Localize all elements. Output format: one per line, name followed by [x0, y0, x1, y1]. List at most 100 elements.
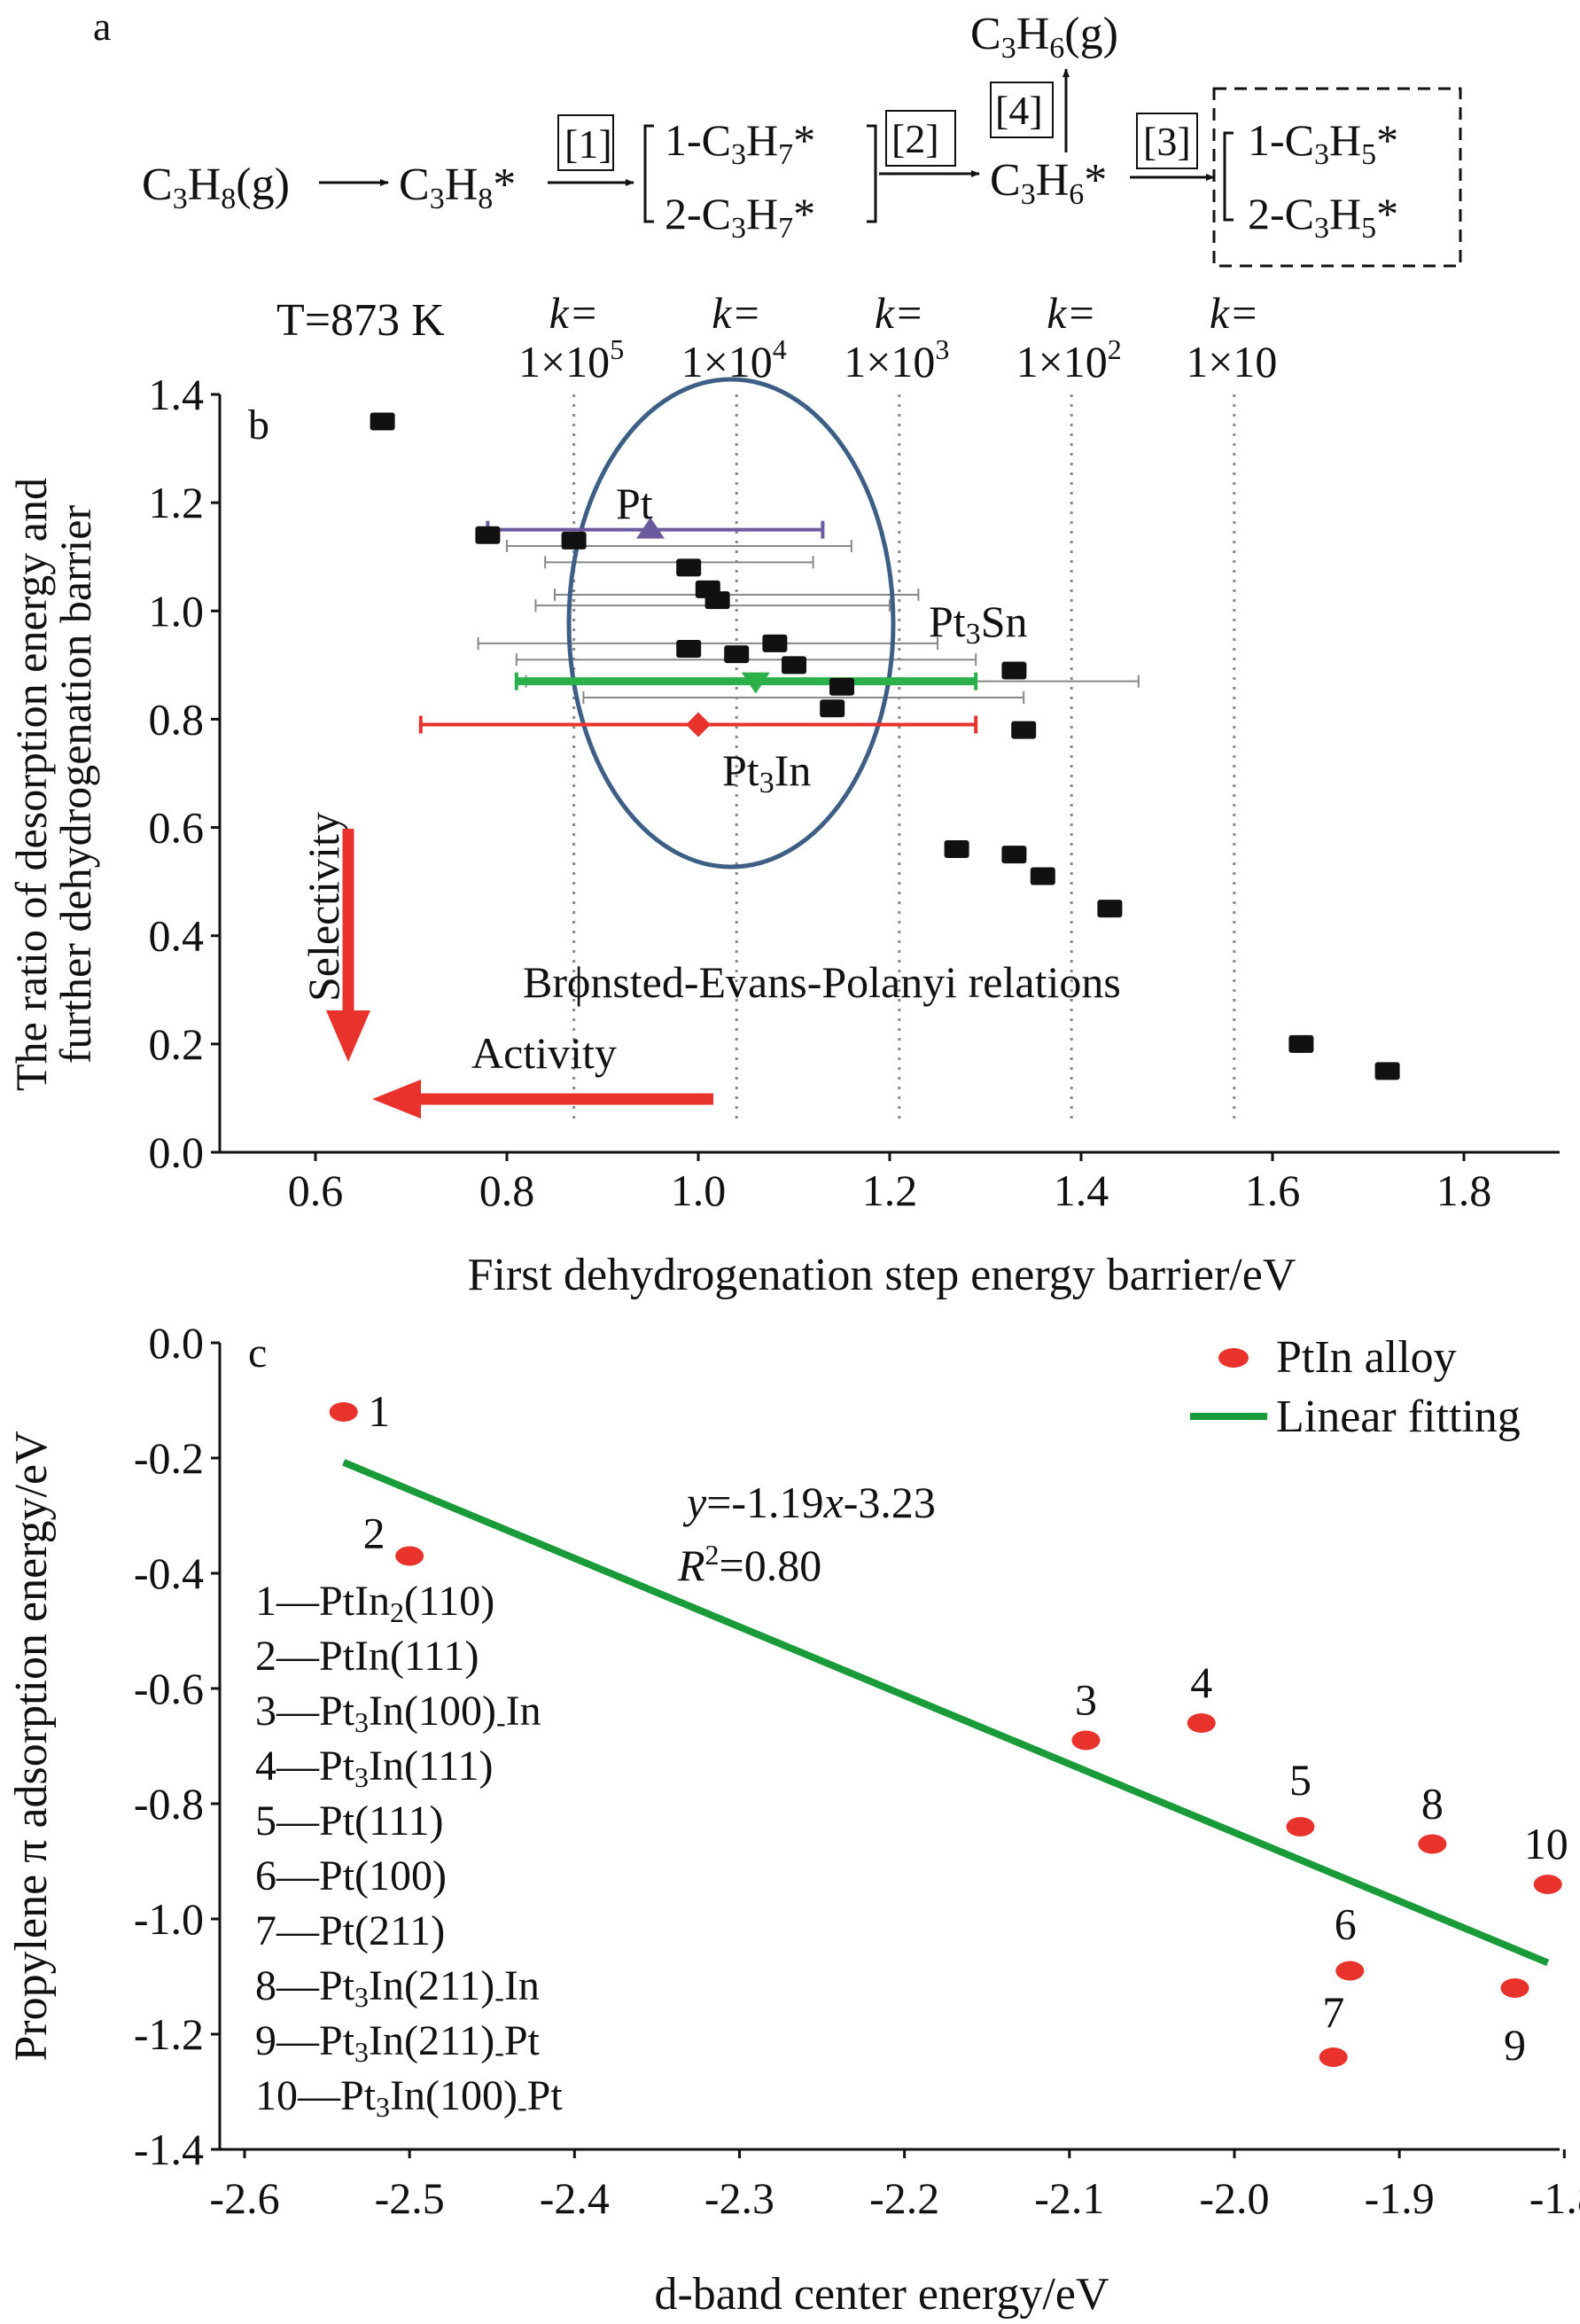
rate-value-label: 1×10 [1186, 337, 1277, 386]
y-tick-label-c: -1.4 [134, 2125, 204, 2174]
data-point [1097, 900, 1123, 918]
x-tick-label-b: 1.8 [1436, 1166, 1492, 1215]
data-point [724, 645, 750, 664]
ptin-point-label: 1 [368, 1386, 390, 1436]
surface-8: 8—Pt3In(211)-In [255, 1962, 540, 2013]
scatter-points [370, 412, 1400, 1080]
ptin-point-label: 8 [1421, 1779, 1444, 1829]
selectivity-label: Selectivity [299, 812, 348, 1002]
rate-k-label: k= [712, 288, 761, 338]
ptin-point [1500, 1978, 1529, 1998]
x-axis-title-c: d-band center energy/eV [654, 2269, 1109, 2320]
y-tick-label-c: -1.2 [134, 2009, 204, 2059]
surface-7: 7—Pt(211) [255, 1907, 445, 1954]
y-tick-label-b: 0.2 [149, 1019, 205, 1069]
ptin-point [1418, 1834, 1447, 1854]
c3h8-adsorbed: C3H8* [399, 160, 516, 215]
step3-box [1136, 113, 1198, 169]
x-tick-labels-c: -2.6 -2.5 -2.4 -2.3 -2.2 -2.1 -2.0 -1.9 -1.8 [209, 2149, 1580, 2223]
ptin-point-label: 5 [1289, 1755, 1311, 1805]
x-axis-title-b: First dehydrogenation step energy barrie… [468, 1250, 1296, 1300]
x-tick-label-c: -2.0 [1199, 2173, 1269, 2223]
ptin-point [1533, 1875, 1562, 1894]
data-point [829, 677, 854, 696]
rate-value-label: 1×102 [1016, 333, 1122, 386]
panel-c-label: c [248, 1330, 267, 1376]
y-tick-label-b: 0.0 [149, 1127, 205, 1177]
linear-fit-line [342, 1459, 1550, 1967]
ptin-point-label: 10 [1524, 1819, 1568, 1868]
surface-3: 3—Pt3In(100)-In [255, 1688, 541, 1738]
data-point [561, 531, 587, 550]
selectivity-arrow-head [326, 1010, 370, 1062]
surface-10: 10—Pt3In(100)-Pt [255, 2072, 563, 2123]
data-point [676, 558, 702, 577]
ptin-point [1335, 1961, 1365, 1981]
highlighted-catalysts [418, 517, 978, 737]
x-tick-label-c: -2.3 [704, 2173, 774, 2223]
y-tick-label-c: -0.6 [134, 1664, 204, 1713]
step2-label: [2] [891, 116, 939, 161]
data-point [1001, 661, 1027, 680]
highlight-ellipse [566, 377, 896, 870]
step2-box [885, 110, 956, 167]
y-tick-label-c: -0.2 [134, 1433, 204, 1483]
legend-point-marker [1218, 1348, 1249, 1368]
axes-b [218, 394, 1560, 1154]
y-axis-title-b-2: further dehydrogenation barrier [51, 505, 100, 1065]
data-point [1001, 846, 1027, 864]
rate-k-label: k= [875, 288, 924, 338]
data-point [762, 634, 788, 652]
y-tick-label-b: 1.2 [149, 478, 205, 527]
surface-5: 5—Pt(111) [255, 1798, 443, 1844]
temperature-label: T=873 K [276, 295, 445, 346]
c3h7-1: 1-C3H7* [665, 115, 815, 171]
bracket-right-1 [867, 124, 877, 223]
data-point [1288, 1034, 1314, 1053]
y-tick-label-c: 0.0 [149, 1318, 205, 1368]
fit-equation: y=-1.19x-3.23 [682, 1478, 936, 1527]
ptin-point-label: 2 [363, 1509, 385, 1558]
panel-a-label: a [93, 4, 111, 49]
fit-r2: R2=0.80 [677, 1539, 821, 1590]
x-tick-label-b: 0.8 [479, 1166, 535, 1215]
bracket-left-2 [1223, 131, 1234, 222]
c3h8-gas: C3H8(g) [142, 160, 290, 215]
bep-label: Brϕnsted-Evans-Polanyi relations [523, 957, 1121, 1007]
data-point [1030, 867, 1055, 885]
c3h7-2: 2-C3H7* [665, 189, 815, 245]
surface-2: 2—PtIn(111) [255, 1633, 479, 1680]
data-point [782, 656, 806, 675]
rate-value-label: 1×105 [518, 333, 624, 386]
x-tick-label-c: -2.1 [1034, 2173, 1104, 2223]
activity-arrow-head [372, 1080, 421, 1119]
y-tick-label-c: -1.0 [134, 1894, 204, 1944]
panel-c-chart: -2.6 -2.5 -2.4 -2.3 -2.2 -2.1 -2.0 -1.9 -1.8 0.0… [6, 1318, 1580, 2320]
panel-b-label: b [248, 402, 269, 448]
x-tick-label-b: 1.6 [1245, 1166, 1301, 1215]
pt-label: Pt [616, 479, 653, 528]
c3h5-1: 1-C3H5* [1248, 115, 1398, 171]
ptin-points: 1 2 3 4 5 6 7 8 9 10 [329, 1386, 1568, 2070]
step3-label: [3] [1143, 119, 1191, 164]
x-tick-label-c: -2.4 [540, 2173, 610, 2223]
y-tick-label-b: 1.4 [149, 370, 205, 419]
surface-4: 4—Pt3In(111) [255, 1743, 493, 1793]
x-tick-label-c: -2.2 [869, 2173, 939, 2223]
data-point [704, 591, 730, 610]
y-axis-title-c: Propylene π adsorption energy/eV [6, 1431, 57, 2061]
pt3in-label: Pt3In [722, 745, 811, 799]
data-point [944, 840, 969, 858]
x-tick-labels-b: 0.6 0.8 1.0 1.2 1.4 1.6 1.8 [288, 1152, 1492, 1215]
data-point [1011, 721, 1037, 739]
rate-value-label: 1×103 [844, 333, 949, 386]
activity-label: Activity [471, 1028, 617, 1078]
dashed-box [1212, 87, 1462, 268]
y-tick-label-c: -0.4 [134, 1548, 204, 1598]
y-tick-label-b: 0.4 [149, 911, 205, 961]
x-tick-label-b: 1.2 [862, 1166, 918, 1215]
y-tick-label-b: 0.8 [149, 694, 205, 744]
